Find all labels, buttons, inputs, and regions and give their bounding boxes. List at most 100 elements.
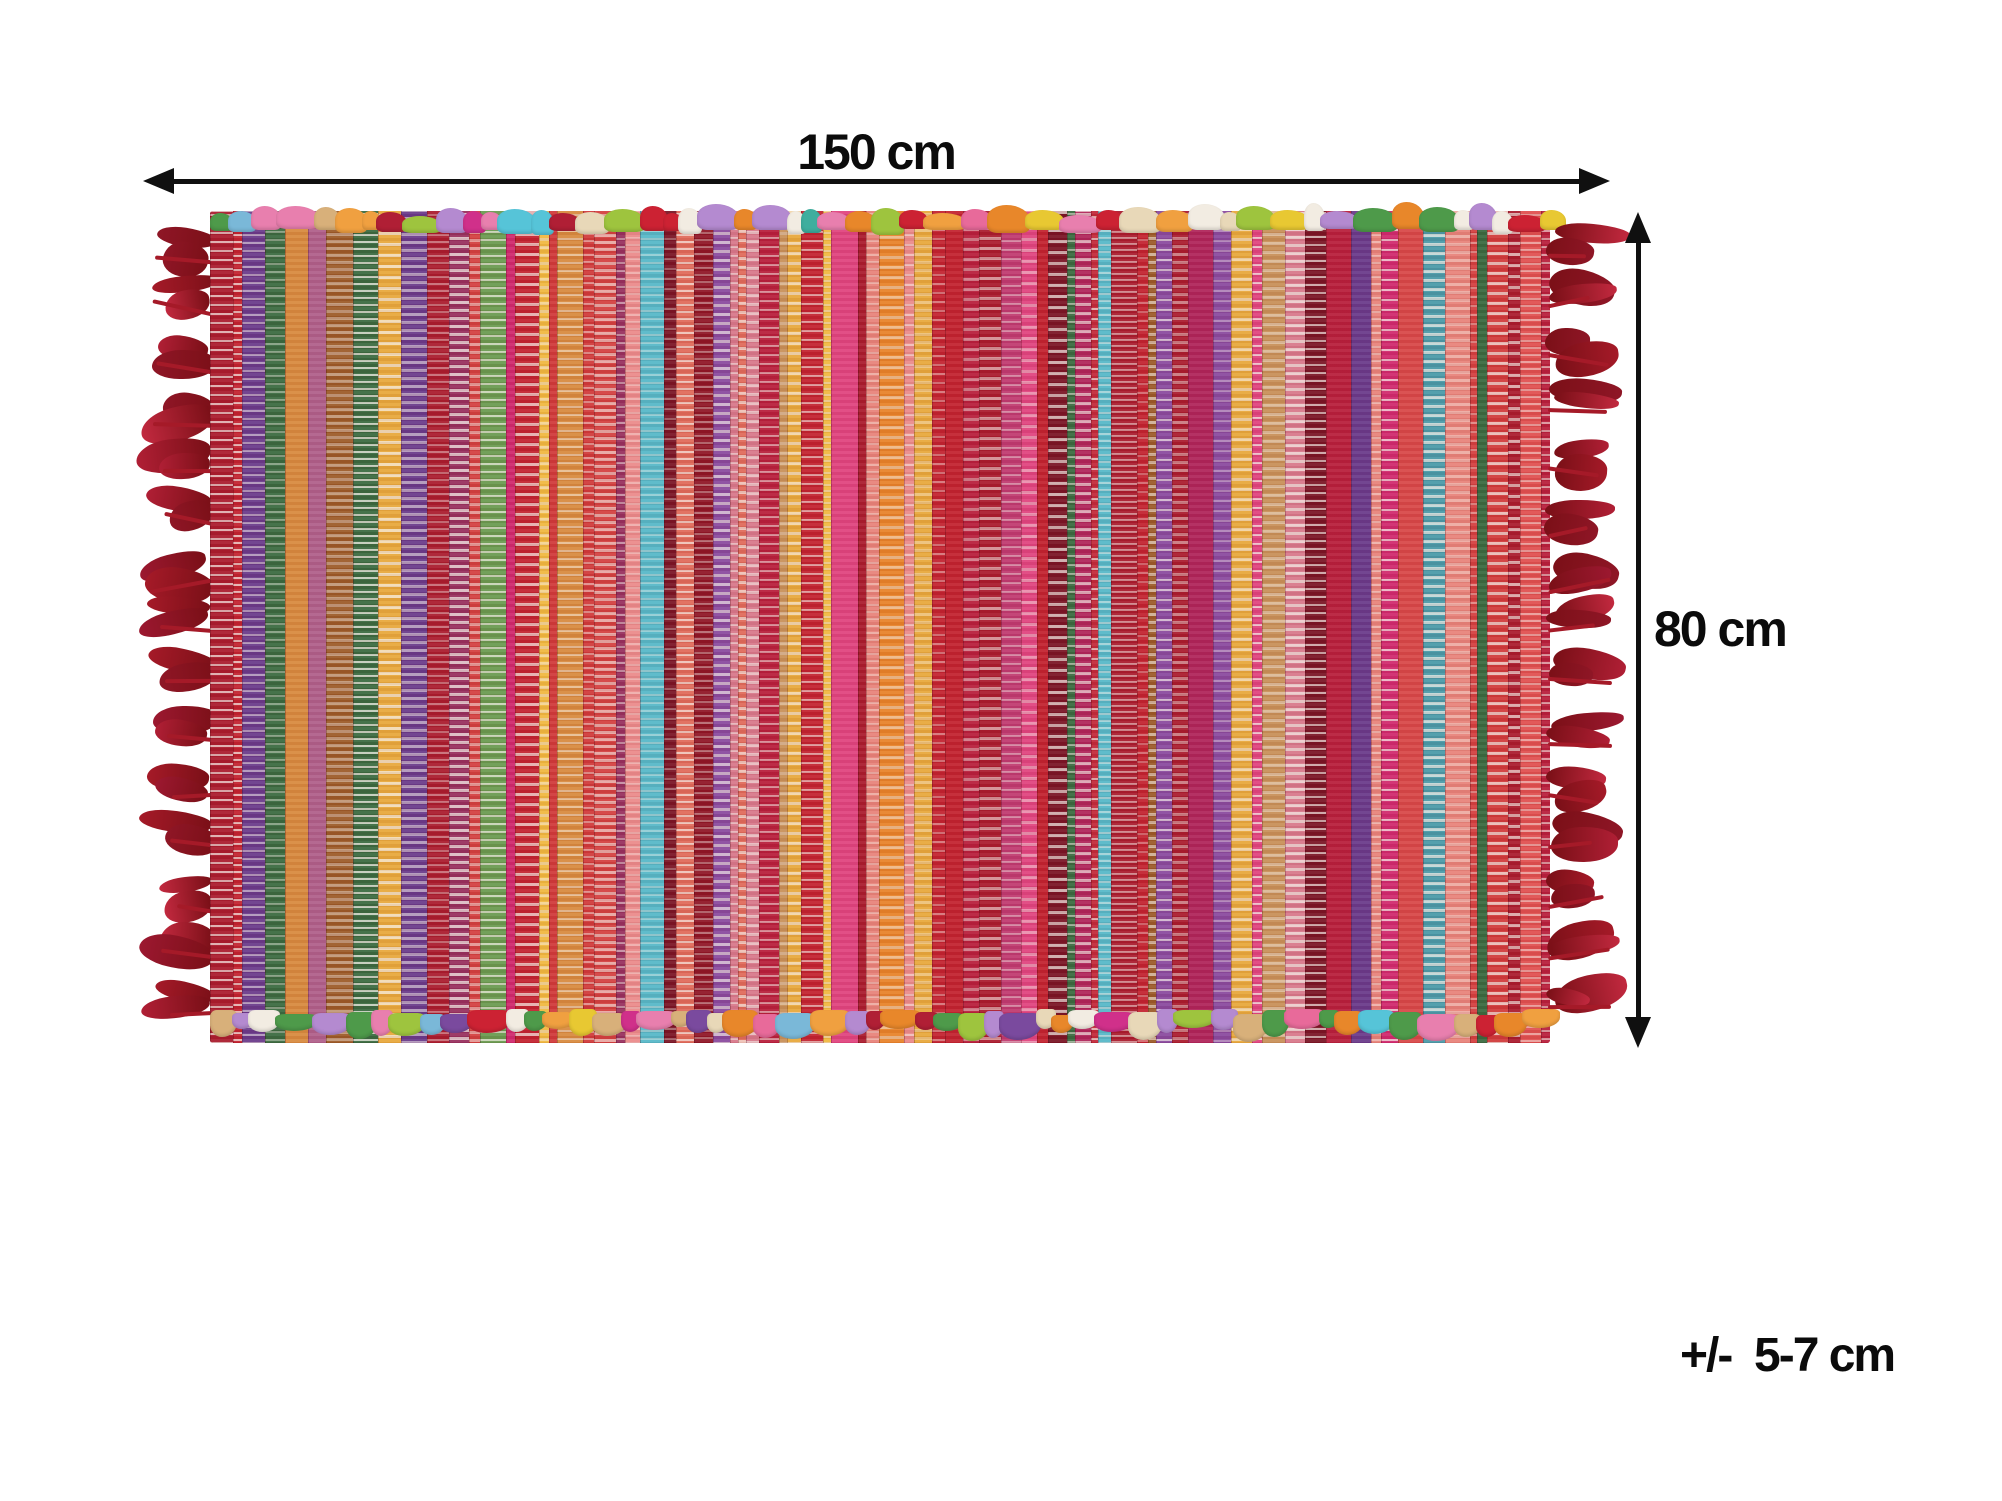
rug-stripe [1172,211,1188,1043]
rug-stripe [1381,211,1398,1043]
rug-stripe [1137,211,1148,1043]
rug-stripe [539,211,549,1043]
binding-patch [1320,211,1358,229]
binding-patch [1059,215,1101,233]
rug-stripe [1067,211,1075,1043]
rug-stripe [1001,211,1021,1043]
rug-photo [134,202,1632,1050]
rug-stripe [831,211,858,1043]
binding-patch [506,1009,529,1032]
binding-patch [961,209,992,230]
binding-patch [1051,1015,1073,1033]
binding-patch [1096,210,1124,230]
binding-patch [1233,1014,1267,1042]
fringe-tassel [140,992,212,1022]
rug-stripe [1252,211,1262,1043]
rug-stripe [427,211,449,1043]
rug-stripe [676,211,694,1043]
rug-stripe [616,211,625,1043]
binding-patch [1236,206,1275,230]
binding-patch [228,211,256,232]
binding-patch [1353,208,1397,232]
rug-stripe [738,211,746,1043]
binding-patch [1454,1014,1481,1037]
rug-stripe [1487,211,1508,1043]
rug-stripe [779,211,787,1043]
binding-patch [899,210,928,229]
rug-stripe [1037,211,1048,1043]
arrowhead-down-icon [1625,1017,1651,1048]
binding-patch [210,213,233,231]
rug-stripe [1423,211,1445,1043]
fringe-strand [1547,407,1608,414]
rug-stripe [694,211,713,1043]
binding-patch [314,207,340,230]
rug-stripe [594,211,616,1043]
binding-patch [987,205,1030,233]
binding-patch [592,1013,626,1036]
rug-stripe [210,211,233,1043]
binding-patch [1025,210,1064,230]
rug-stripe [746,211,759,1043]
binding-patch [276,206,319,229]
binding-patch [388,1013,425,1036]
rug-stripe [515,211,539,1043]
binding-patch [880,1010,920,1029]
rug-stripe [713,211,730,1043]
binding-patch [1094,1012,1133,1032]
rug-stripe [353,211,378,1043]
rug-stripe [1470,211,1477,1043]
fringe-strand [1547,253,1587,259]
binding-patch [549,213,580,231]
binding-patch [1128,1012,1162,1040]
rug-stripe [640,211,664,1043]
binding-patch [531,210,554,235]
rug-stripe [1231,211,1252,1043]
binding-patch [845,211,876,232]
binding-patch [371,1010,393,1036]
rug-woven-body [210,211,1550,1043]
rug-stripe [583,211,594,1043]
rug-stripe [914,211,932,1043]
binding-patch [604,209,645,232]
rug-stripe [1098,211,1111,1043]
binding-patch [775,1013,815,1039]
rug-stripe [549,211,557,1043]
binding-patch [1540,210,1566,230]
binding-patch [871,208,904,235]
binding-patch [275,1014,317,1031]
rug-stripe [1326,211,1351,1043]
rug-stripe [1351,211,1371,1043]
rug-stripe [233,211,242,1043]
binding-patch [463,211,486,233]
rug-stripe [326,211,353,1043]
rug-stripe [242,211,265,1043]
rug-stripe [1262,211,1285,1043]
binding-patch [481,212,502,230]
binding-patch [232,1013,253,1029]
binding-patch [1417,1014,1459,1041]
binding-patch [697,204,739,230]
fringe-strand [1547,1004,1611,1010]
rug-stripe [979,211,1001,1043]
binding-patch [542,1012,574,1029]
binding-patch [999,1013,1041,1040]
rug-stripe [866,211,879,1043]
rug-stripe [625,211,640,1043]
binding-patch [1270,210,1309,230]
fringe-strand [162,468,216,473]
binding-patch [1211,1009,1238,1030]
binding-patch [752,205,792,230]
rug-stripe [401,211,427,1043]
binding-patch [686,1010,712,1033]
binding-patch [1476,1015,1499,1037]
binding-patch [524,1011,547,1031]
rug-stripe [801,211,823,1043]
arrowhead-right-icon [1579,168,1610,194]
rug-stripe [480,211,506,1043]
binding-patch [497,209,536,234]
binding-patch [734,209,757,230]
binding-patch [1188,204,1225,230]
rug-stripe [557,211,583,1043]
